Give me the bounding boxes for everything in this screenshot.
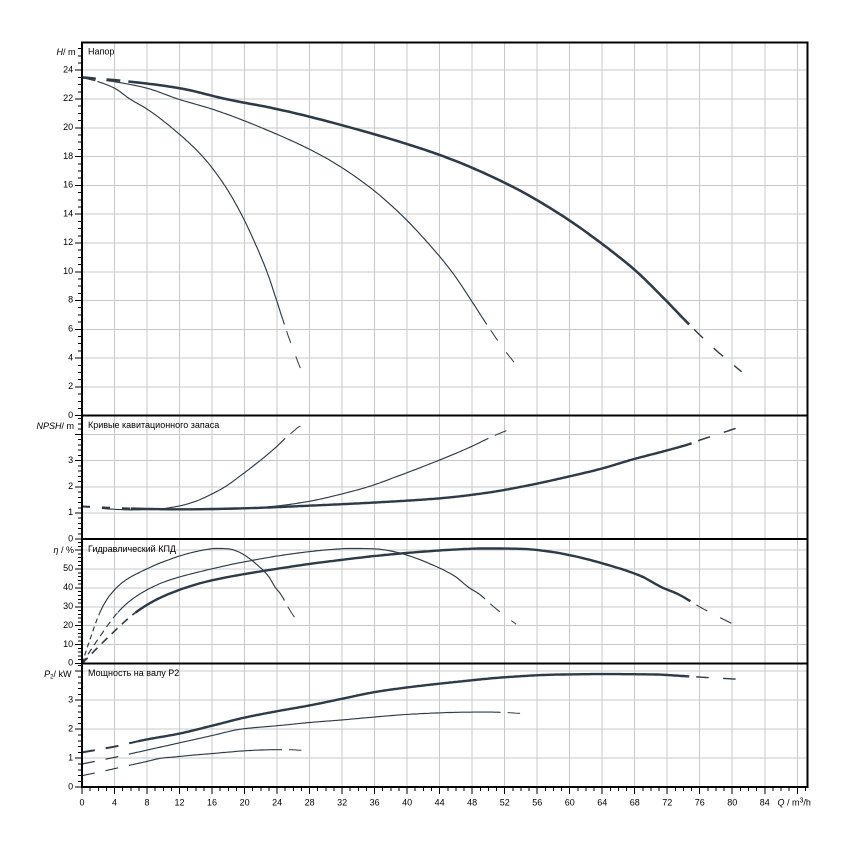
svg-text:72: 72 bbox=[662, 798, 672, 808]
svg-text:0: 0 bbox=[68, 781, 73, 791]
svg-text:3: 3 bbox=[68, 694, 73, 704]
svg-text:80: 80 bbox=[727, 798, 737, 808]
svg-text:8: 8 bbox=[68, 295, 73, 305]
svg-text:56: 56 bbox=[532, 798, 542, 808]
svg-text:36: 36 bbox=[370, 798, 380, 808]
svg-text:6: 6 bbox=[68, 324, 73, 334]
svg-text:1: 1 bbox=[68, 752, 73, 762]
svg-text:60: 60 bbox=[565, 798, 575, 808]
svg-text:84: 84 bbox=[760, 798, 770, 808]
svg-text:22: 22 bbox=[63, 93, 73, 103]
svg-text:0: 0 bbox=[68, 410, 73, 420]
svg-text:10: 10 bbox=[63, 639, 73, 649]
svg-text:48: 48 bbox=[467, 798, 477, 808]
svg-text:2: 2 bbox=[68, 481, 73, 491]
svg-text:40: 40 bbox=[402, 798, 412, 808]
svg-text:0: 0 bbox=[79, 798, 84, 808]
svg-text:3: 3 bbox=[68, 455, 73, 465]
svg-text:18: 18 bbox=[63, 151, 73, 161]
svg-text:0: 0 bbox=[68, 658, 73, 668]
svg-text:10: 10 bbox=[63, 266, 73, 276]
svg-text:32: 32 bbox=[337, 798, 347, 808]
svg-text:P2/ kW: P2/ kW bbox=[44, 669, 72, 681]
svg-text:NPSH/ m: NPSH/ m bbox=[36, 421, 74, 431]
svg-text:64: 64 bbox=[597, 798, 607, 808]
svg-text:2: 2 bbox=[68, 723, 73, 733]
svg-text:24: 24 bbox=[272, 798, 282, 808]
svg-text:52: 52 bbox=[500, 798, 510, 808]
svg-text:40: 40 bbox=[63, 582, 73, 592]
svg-text:44: 44 bbox=[435, 798, 445, 808]
svg-text:4: 4 bbox=[68, 352, 73, 362]
svg-text:4: 4 bbox=[112, 798, 117, 808]
svg-text:76: 76 bbox=[695, 798, 705, 808]
svg-text:η / %: η / % bbox=[53, 545, 74, 555]
svg-text:24: 24 bbox=[63, 64, 73, 74]
svg-text:1: 1 bbox=[68, 507, 73, 517]
svg-text:12: 12 bbox=[63, 237, 73, 247]
svg-text:20: 20 bbox=[240, 798, 250, 808]
svg-text:8: 8 bbox=[144, 798, 149, 808]
svg-text:Мощность на валу P2: Мощность на валу P2 bbox=[88, 668, 179, 678]
svg-text:16: 16 bbox=[63, 180, 73, 190]
svg-text:H/ m: H/ m bbox=[57, 47, 76, 57]
svg-text:Кривые кавитационного запаса: Кривые кавитационного запаса bbox=[88, 420, 219, 430]
svg-text:14: 14 bbox=[63, 208, 73, 218]
svg-text:Гидравлический КПД: Гидравлический КПД bbox=[88, 544, 176, 554]
svg-text:2: 2 bbox=[68, 381, 73, 391]
svg-text:12: 12 bbox=[174, 798, 184, 808]
svg-text:Q / m3/h: Q / m3/h bbox=[778, 798, 811, 808]
svg-text:28: 28 bbox=[305, 798, 315, 808]
svg-text:Напор: Напор bbox=[88, 47, 114, 57]
svg-text:20: 20 bbox=[63, 122, 73, 132]
svg-text:16: 16 bbox=[207, 798, 217, 808]
svg-text:50: 50 bbox=[63, 563, 73, 573]
svg-text:0: 0 bbox=[68, 533, 73, 543]
svg-text:30: 30 bbox=[63, 601, 73, 611]
svg-text:20: 20 bbox=[63, 620, 73, 630]
svg-text:68: 68 bbox=[630, 798, 640, 808]
